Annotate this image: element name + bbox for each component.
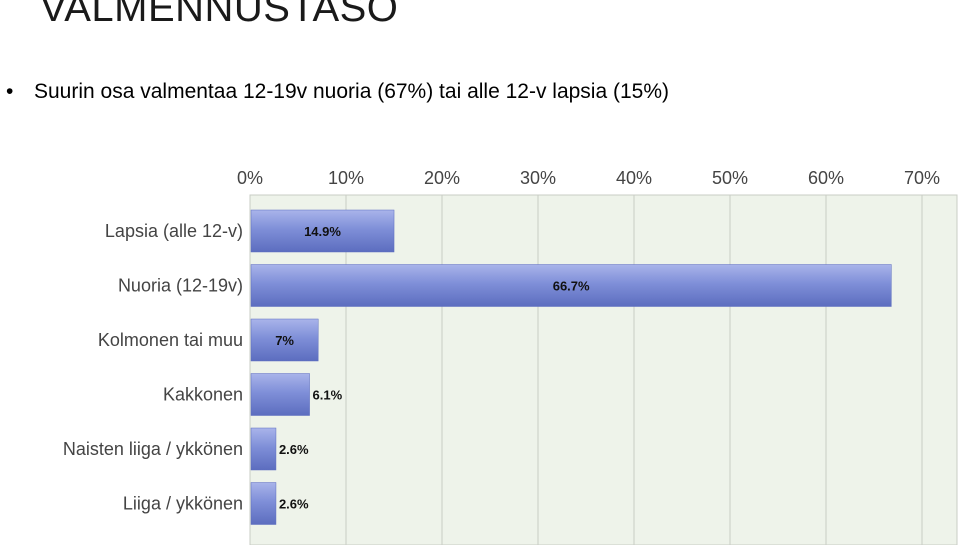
bar [250, 318, 319, 362]
value-label: 2.6% [279, 442, 309, 457]
value-label: 14.9% [304, 224, 341, 239]
bar [250, 209, 395, 253]
value-label: 6.1% [313, 388, 343, 403]
bullet-text: Suurin osa valmentaa 12-19v nuoria (67%)… [34, 80, 670, 103]
bullet-point: • Suurin osa valmentaa 12-19v nuoria (67%… [6, 80, 669, 104]
bar [250, 373, 310, 416]
x-tick-label: 40% [616, 168, 652, 188]
x-tick-label: 70% [904, 168, 940, 188]
category-label: Kolmonen tai muu [98, 330, 243, 350]
category-label: Liiga / ykkönen [123, 494, 243, 514]
bar-chart: 0% 10% 20% 30% 40% 50% 60% 70% Lapsia (alle 12-… [63, 168, 958, 545]
category-label: Lapsia (alle 12-v) [105, 221, 243, 241]
bar [250, 427, 277, 471]
category-label: Kakkonen [163, 385, 243, 405]
bullet-marker: • [6, 80, 14, 103]
plot-area [249, 194, 958, 545]
value-label: 66.7% [553, 279, 590, 294]
bar [250, 482, 277, 525]
grid-lines [249, 195, 923, 545]
slide-title: VALMENNUSTASO [40, 0, 399, 30]
category-label: Nuoria (12-19v) [118, 276, 243, 296]
value-label: 2.6% [279, 497, 309, 512]
x-tick-label: 30% [520, 168, 556, 188]
x-tick-label: 20% [424, 168, 460, 188]
x-tick-label: 10% [328, 168, 364, 188]
bars [250, 209, 892, 525]
x-tick-label: 50% [712, 168, 748, 188]
category-label: Naisten liiga / ykkönen [63, 439, 243, 459]
category-labels: Lapsia (alle 12-v) Nuoria (12-19v) Kolmone… [63, 221, 243, 514]
x-axis: 0% 10% 20% 30% 40% 50% 60% 70% [237, 168, 940, 188]
bar [250, 264, 892, 307]
x-tick-label: 0% [237, 168, 263, 188]
value-label: 7% [275, 333, 294, 348]
x-tick-label: 60% [808, 168, 844, 188]
value-labels: 14.9% 66.7% 7% 6.1% 2.6% 2.6% [275, 224, 590, 512]
